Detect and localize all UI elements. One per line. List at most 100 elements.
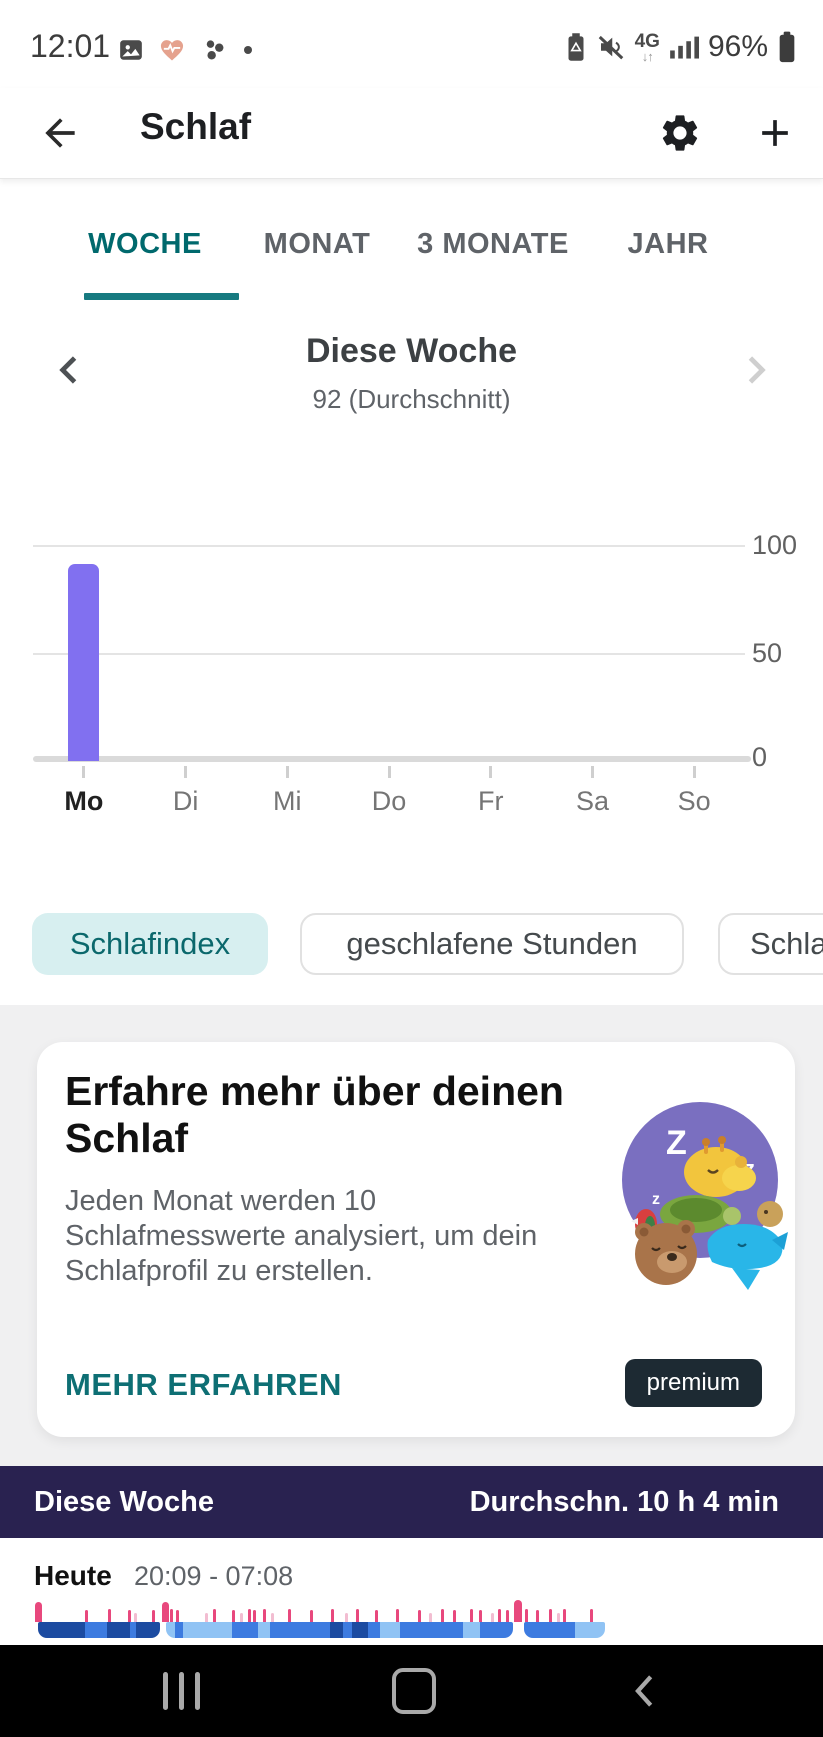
sleep-segment xyxy=(175,1622,183,1638)
wake-spike xyxy=(514,1600,522,1622)
wake-spike xyxy=(470,1609,473,1622)
sleeping-animals-icon: Z z z xyxy=(620,1098,792,1292)
day-label-fr: Fr xyxy=(477,786,504,816)
sleep-segment xyxy=(38,1622,85,1638)
sleep-segment xyxy=(380,1622,400,1638)
period-title: Diese Woche xyxy=(305,332,517,370)
wake-spike xyxy=(263,1609,266,1622)
home-icon[interactable] xyxy=(386,1665,442,1717)
sleep-segment xyxy=(480,1622,513,1638)
sleep-profile-card: Erfahre mehr über deinen Schlaf Jeden Mo… xyxy=(37,1042,795,1437)
today-time-range: 20:09 - 07:08 xyxy=(134,1561,294,1591)
wake-spike xyxy=(108,1609,111,1622)
sleep-segment xyxy=(85,1622,107,1638)
signal-icon xyxy=(669,33,699,61)
ytick-0: 0 xyxy=(752,742,768,772)
sleep-score-chart: 100 50 0 Mo Di Mi Do Fr Sa So xyxy=(0,460,823,817)
wake-spike xyxy=(331,1609,334,1622)
notification-dot xyxy=(242,44,254,56)
wake-spike xyxy=(170,1609,173,1622)
wake-spike xyxy=(429,1613,432,1622)
sleep-segment xyxy=(166,1622,175,1638)
ytick-100: 100 xyxy=(752,530,798,560)
wake-spike xyxy=(491,1613,494,1622)
battery-saver-icon xyxy=(565,32,587,62)
card-title: Erfahre mehr über deinen Schlaf xyxy=(65,1068,564,1161)
sleep-segment xyxy=(400,1622,463,1638)
settings-gear-icon[interactable] xyxy=(658,111,702,155)
bar-mo[interactable] xyxy=(68,564,99,761)
svg-text:z: z xyxy=(652,1191,660,1208)
wake-spike xyxy=(288,1609,291,1622)
today-sleep-row[interactable]: Heute 20:09 - 07:08 xyxy=(0,1538,823,1645)
sleep-strip xyxy=(30,1600,615,1638)
heart-rate-icon xyxy=(158,36,186,64)
wake-spike xyxy=(345,1613,348,1622)
wake-spike xyxy=(396,1609,399,1622)
page-title: Schlaf xyxy=(140,106,252,147)
gridline-100 xyxy=(33,545,745,547)
wake-spike xyxy=(441,1609,444,1622)
wake-spike xyxy=(271,1613,274,1622)
mehr-erfahren-link[interactable]: MEHR ERFAHREN xyxy=(65,1367,342,1402)
sleep-segment xyxy=(343,1622,352,1638)
wake-spike xyxy=(240,1613,243,1622)
wake-spike xyxy=(590,1609,593,1622)
tab-monat[interactable]: MONAT xyxy=(263,228,371,260)
premium-badge: premium xyxy=(624,1359,762,1407)
wake-spike xyxy=(356,1609,359,1622)
back-icon[interactable] xyxy=(617,1665,673,1717)
svg-text:Z: Z xyxy=(666,1124,687,1162)
mute-icon xyxy=(596,32,626,62)
gridline-50 xyxy=(33,653,745,655)
tab-woche[interactable]: WOCHE xyxy=(88,228,202,260)
day-labels: Mo Di Mi Do Fr Sa So xyxy=(33,766,745,817)
sleep-segment xyxy=(575,1622,605,1638)
wake-spike xyxy=(253,1610,256,1622)
period-average: 92 (Durchschnitt) xyxy=(312,384,511,414)
day-label-mi: Mi xyxy=(273,786,302,816)
day-label-di: Di xyxy=(172,786,199,816)
summary-left: Diese Woche xyxy=(34,1485,214,1518)
wake-spike xyxy=(205,1613,208,1622)
summary-right: Durchschn. 10 h 4 min xyxy=(469,1485,779,1518)
wake-spike xyxy=(213,1609,216,1622)
chip-schlafindex[interactable]: Schlafindex xyxy=(32,913,268,975)
day-label-do: Do xyxy=(371,786,407,816)
recents-icon[interactable] xyxy=(153,1665,209,1717)
wake-spike xyxy=(152,1610,155,1622)
period-selector: Diese Woche 92 (Durchschnitt) xyxy=(0,300,823,460)
wake-spike xyxy=(525,1609,528,1622)
status-bar: 12:01 4G ↓↑ xyxy=(0,0,823,88)
tab-3-monate[interactable]: 3 MONATE xyxy=(417,228,569,260)
wake-spike xyxy=(176,1610,179,1622)
chip-geschlafene-stunden[interactable]: geschlafene Stunden xyxy=(300,913,684,975)
sleep-segment xyxy=(524,1622,575,1638)
add-plus-icon[interactable] xyxy=(753,111,797,155)
wake-spike xyxy=(506,1610,509,1622)
wake-spike xyxy=(35,1602,42,1622)
wake-spike xyxy=(453,1610,456,1622)
wake-spike xyxy=(375,1610,378,1622)
ytick-50: 50 xyxy=(752,638,783,668)
contacts-icon xyxy=(200,36,228,64)
sleep-segment xyxy=(232,1622,258,1638)
app-header: Schlaf xyxy=(0,88,823,179)
wake-spike xyxy=(248,1609,251,1622)
previous-period-chevron-icon[interactable] xyxy=(48,348,92,392)
sleep-timeline[interactable] xyxy=(30,1600,615,1638)
back-arrow-icon[interactable] xyxy=(38,111,82,155)
wake-spike xyxy=(232,1610,235,1622)
chip-schlafphasen-clipped[interactable]: Schla xyxy=(718,913,823,975)
wake-spike xyxy=(563,1609,566,1622)
wake-spike xyxy=(549,1609,552,1622)
battery-icon xyxy=(777,31,797,63)
sleep-segment xyxy=(270,1622,330,1638)
tab-jahr[interactable]: JAHR xyxy=(627,228,709,260)
next-period-chevron-icon[interactable] xyxy=(733,348,777,392)
wake-spike xyxy=(128,1610,131,1622)
sleep-segment xyxy=(463,1622,480,1638)
4g-icon: 4G ↓↑ xyxy=(634,30,660,64)
wake-spike xyxy=(85,1610,88,1622)
